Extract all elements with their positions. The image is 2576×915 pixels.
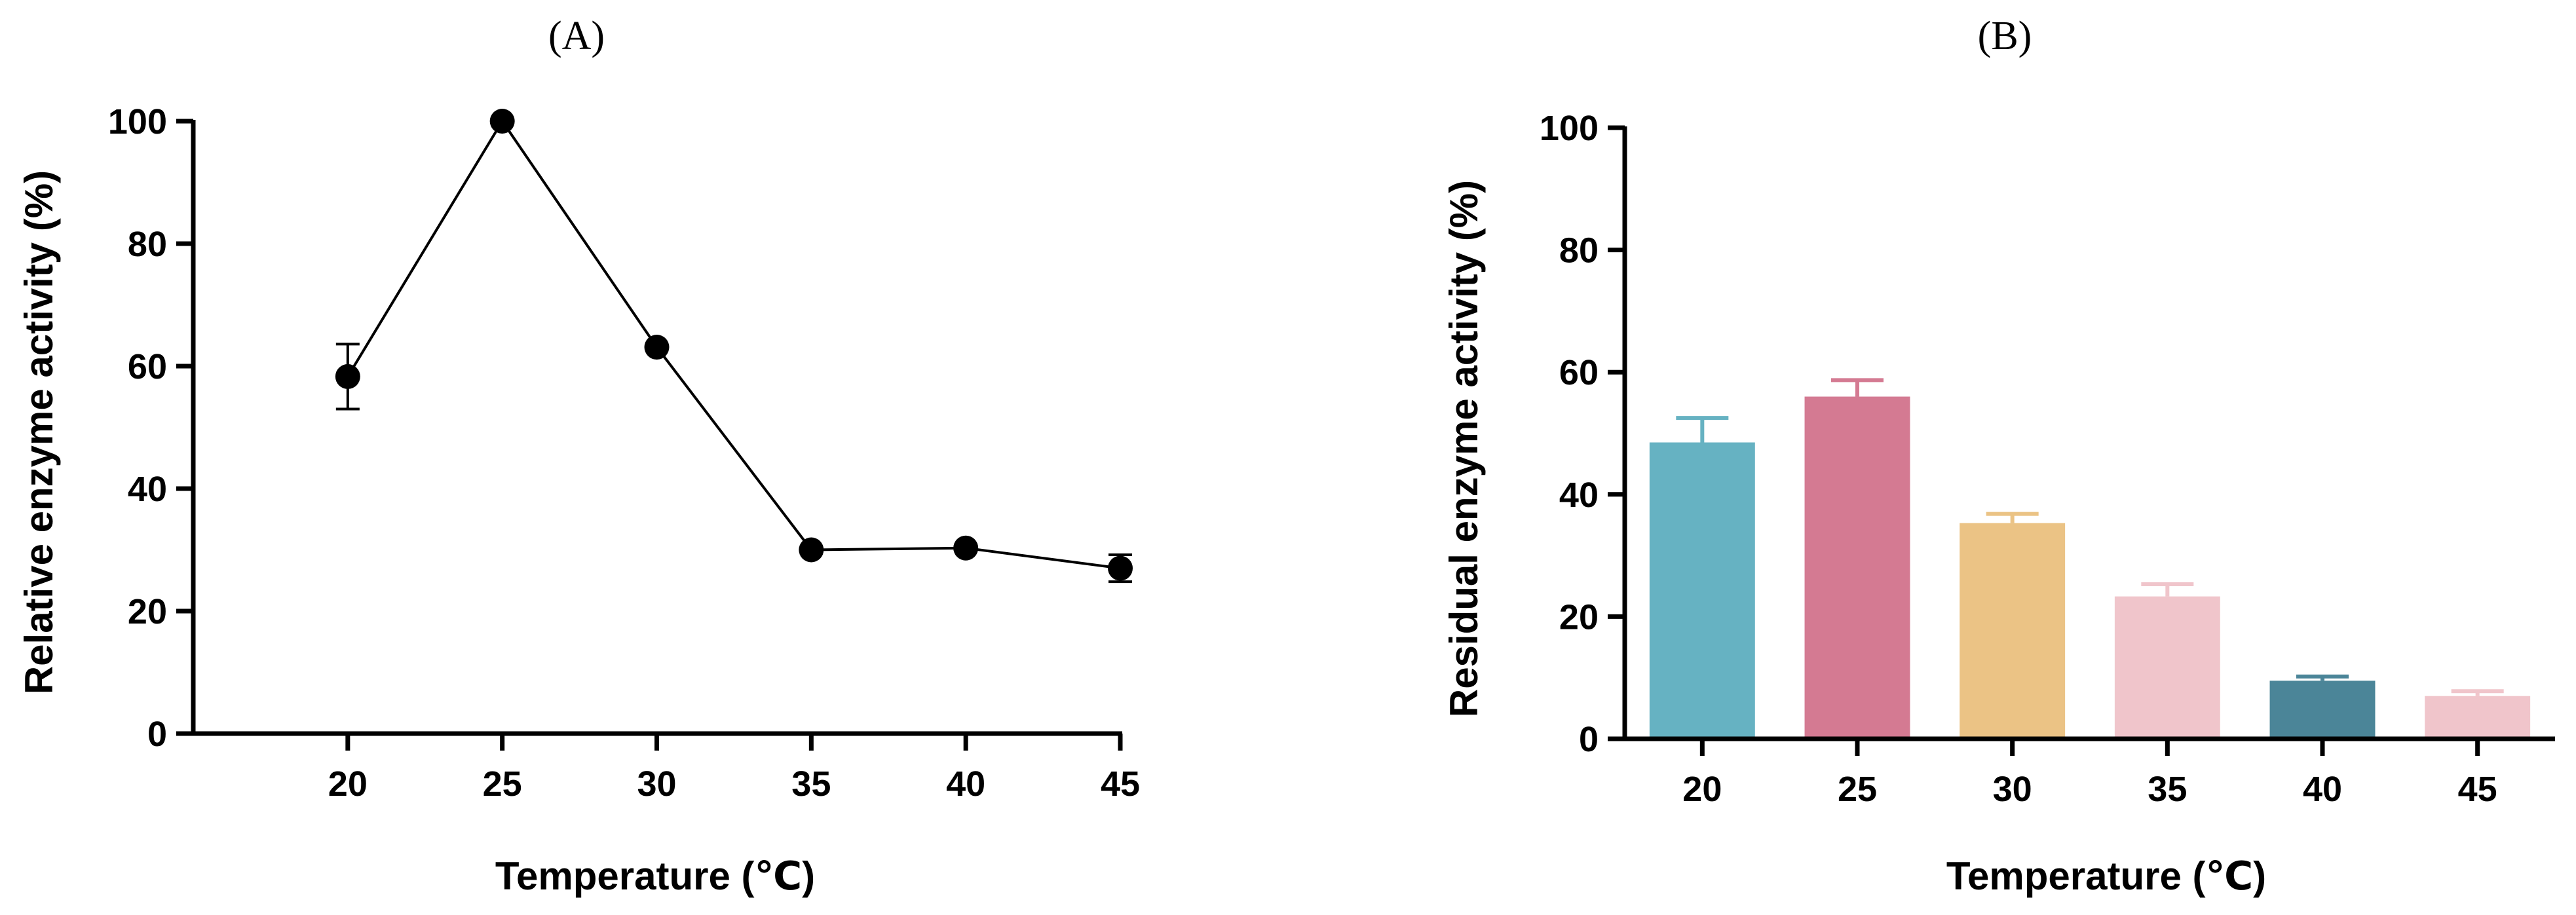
chart-a-y-tick-label: 60 [128,347,167,386]
chart-a-y-axis-title: Relative enzyme activity (%) [17,170,61,694]
chart-b: (B) 0 20 40 60 80 100 20 25 30 35 40 45 Temperature… [1442,14,2555,898]
chart-b-bar [1804,396,1910,739]
chart-b-x-tick-label: 40 [2303,770,2342,809]
chart-a-data-point [489,109,515,134]
chart-a-x-tick-label: 40 [946,764,985,804]
chart-a-y-tick-label: 40 [128,470,167,509]
chart-a-x-tick-label: 35 [791,764,831,804]
chart-a-y-tick-label: 80 [128,225,167,264]
chart-b-plot-area: 0 20 40 60 80 100 20 25 30 35 40 45 [1540,109,2555,809]
chart-a-x-tick-label: 30 [637,764,676,804]
chart-b-y-tick-label: 80 [1559,231,1599,271]
chart-a-data-point [335,364,360,389]
chart-a-x-axis-title: Temperature (℃) [495,854,815,898]
chart-a-plot-area: 0 20 40 60 80 100 20 25 30 35 40 45 [108,102,1140,804]
chart-a-y-tick-label: 100 [108,102,167,141]
chart-b-y-tick-label: 60 [1559,353,1599,392]
chart-b-x-tick-label: 45 [2458,770,2497,809]
chart-a-data-point [953,535,979,561]
chart-a-y-tick-label: 0 [147,715,167,754]
chart-b-y-tick-label: 40 [1559,476,1599,515]
chart-b-bar [2114,596,2220,739]
chart-b-bar [1960,523,2066,739]
chart-a-x-tick-label: 20 [328,764,368,804]
chart-b-bar [1649,442,1755,739]
chart-b-x-tick-label: 25 [1838,770,1877,809]
chart-a-series-line [347,119,1121,570]
chart-b-y-tick-label: 20 [1559,597,1599,637]
panel-b-label: (B) [1978,14,2032,58]
chart-a-data-point [644,335,670,360]
chart-a-data-point [1108,555,1133,581]
chart-a-y-tick-label: 20 [128,592,167,631]
chart-b-x-tick-label: 30 [1993,770,2032,809]
chart-a-x-tick-label: 45 [1101,764,1140,804]
panel-a-label: (A) [548,14,605,58]
chart-b-bar [2269,681,2376,739]
chart-b-y-tick-label: 100 [1540,109,1599,148]
chart-a-data-point [799,537,824,563]
chart-a: (A) 0 20 40 60 80 100 20 25 30 35 40 45 Temperature… [17,14,1140,898]
chart-b-bar [2425,696,2531,739]
chart-b-x-tick-label: 20 [1682,770,1722,809]
chart-a-x-tick-label: 25 [483,764,522,804]
chart-b-x-tick-label: 35 [2148,770,2187,809]
chart-b-y-tick-label: 0 [1579,720,1599,759]
chart-b-x-axis-title: Temperature (℃) [1946,854,2266,898]
chart-b-y-axis-title: Residual enzyme activity (%) [1442,180,1486,717]
